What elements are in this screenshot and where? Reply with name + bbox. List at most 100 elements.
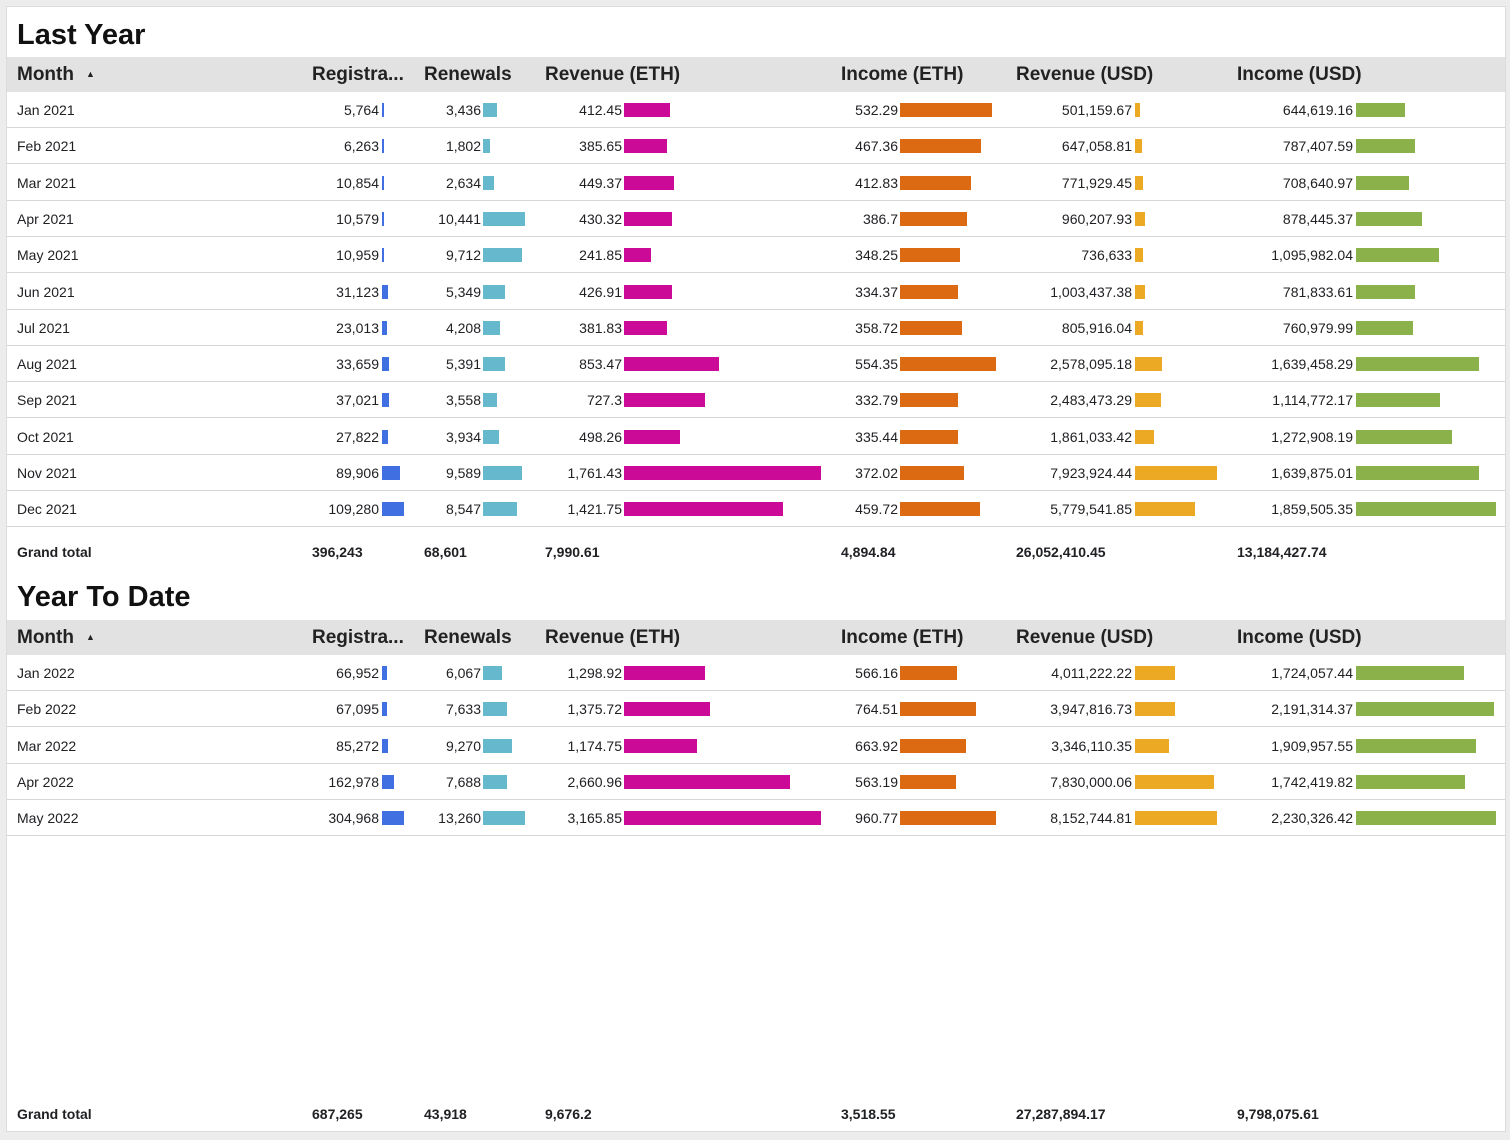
- income-usd-bar: [1356, 248, 1439, 263]
- income-usd-bar: [1356, 738, 1476, 753]
- revenue-usd-bar: [1135, 466, 1217, 480]
- registrations-cell: 304,968: [328, 810, 379, 827]
- column-header-income-eth[interactable]: Income (ETH): [841, 57, 1011, 92]
- income-eth-cell: 960.77: [855, 810, 898, 827]
- registrations-cell: 89,906: [336, 465, 379, 481]
- income-eth-bar: [900, 738, 967, 753]
- column-header-renewals[interactable]: Renewals: [424, 620, 534, 655]
- column-header-label: Renewals: [424, 627, 512, 648]
- revenue-eth-bar: [624, 429, 680, 444]
- column-header-revenue-usd[interactable]: Revenue (USD): [1016, 57, 1226, 92]
- column-header-label: Income (ETH): [841, 64, 964, 85]
- renewals-cell: 5,391: [445, 356, 481, 373]
- revenue-eth-bar: [624, 175, 675, 190]
- renewals-cell: 13,260: [438, 810, 481, 827]
- column-header-month[interactable]: Month ▲: [17, 620, 297, 655]
- renewals-bar: [483, 103, 497, 117]
- renewals-cell: 7,688: [445, 773, 481, 790]
- table-row: Jun 2021 31,123 5,349 426.91 334.37 1,003,437…: [7, 274, 1505, 310]
- income-usd-cell: 2,191,314.37: [1271, 701, 1353, 718]
- income-eth-bar: [900, 357, 996, 372]
- revenue-usd-total: 26,052,410.45: [1016, 544, 1106, 560]
- revenue-eth-cell: 3,165.85: [567, 810, 623, 827]
- income-usd-cell: 787,407.59: [1282, 138, 1353, 155]
- month-cell: May 2021: [17, 247, 79, 264]
- month-cell: Feb 2021: [17, 138, 77, 155]
- registrations-cell: 6,263: [343, 138, 379, 155]
- revenue-usd-cell: 1,003,437.38: [1050, 283, 1132, 300]
- income-eth-cell: 358.72: [855, 319, 898, 336]
- revenue-usd-bar: [1135, 284, 1146, 299]
- column-header-renewals[interactable]: Renewals: [424, 57, 534, 92]
- table-row: Nov 2021 89,906 9,589 1,761.43 372.02 7,923,9…: [7, 455, 1505, 491]
- sort-ascending-icon[interactable]: ▲: [85, 632, 95, 642]
- revenue-eth-bar: [624, 211, 673, 226]
- income-usd-cell: 1,272,908.19: [1271, 428, 1353, 445]
- month-cell: Jul 2021: [17, 319, 70, 336]
- registrations-bar: [382, 139, 384, 154]
- column-header-label: Revenue (ETH): [545, 627, 681, 648]
- income-usd-bar: [1356, 320, 1414, 335]
- revenue-eth-cell: 1,298.92: [567, 665, 623, 681]
- income-eth-cell: 348.25: [855, 247, 898, 264]
- column-header-label: Registra...: [312, 64, 404, 85]
- column-header-revenue-usd[interactable]: Revenue (USD): [1016, 620, 1226, 655]
- column-header-income-eth[interactable]: Income (ETH): [841, 620, 1011, 655]
- revenue-eth-bar: [624, 284, 672, 299]
- revenue-eth-bar: [624, 103, 671, 117]
- revenue-eth-cell: 426.91: [579, 283, 622, 300]
- income-usd-bar: [1356, 393, 1440, 408]
- income-eth-cell: 554.35: [855, 356, 898, 373]
- income-usd-cell: 1,639,875.01: [1271, 465, 1353, 481]
- income-usd-bar: [1356, 666, 1465, 680]
- income-usd-cell: 708,640.97: [1282, 174, 1353, 191]
- month-cell: Apr 2021: [17, 210, 74, 227]
- revenue-usd-cell: 647,058.81: [1061, 138, 1132, 155]
- month-cell: May 2022: [17, 810, 79, 827]
- month-cell: Feb 2022: [17, 701, 77, 718]
- registrations-bar: [382, 211, 385, 226]
- registrations-total: 396,243: [312, 544, 363, 560]
- revenue-eth-cell: 727.3: [586, 392, 622, 409]
- column-header-revenue-eth[interactable]: Revenue (ETH): [545, 620, 825, 655]
- registrations-bar: [382, 175, 385, 190]
- month-cell: Apr 2022: [17, 773, 74, 790]
- revenue-eth-bar: [624, 502, 783, 517]
- revenue-eth-bar: [624, 466, 821, 480]
- income-eth-bar: [900, 393, 958, 408]
- column-header-income-usd[interactable]: Income (USD): [1237, 620, 1497, 655]
- column-header-registrations[interactable]: Registra...: [312, 57, 407, 92]
- revenue-usd-cell: 7,830,000.06: [1050, 773, 1132, 790]
- revenue-eth-bar: [624, 774, 790, 789]
- revenue-usd-cell: 736,633: [1081, 247, 1132, 264]
- revenue-usd-cell: 771,929.45: [1061, 174, 1132, 191]
- revenue-eth-cell: 412.45: [579, 102, 622, 118]
- section-title: Last Year: [17, 19, 146, 51]
- income-eth-cell: 335.44: [855, 428, 898, 445]
- column-header-revenue-eth[interactable]: Revenue (ETH): [545, 57, 825, 92]
- column-header-month[interactable]: Month ▲: [17, 57, 297, 92]
- revenue-usd-bar: [1135, 702, 1175, 717]
- income-usd-cell: 2,230,326.42: [1271, 810, 1353, 827]
- revenue-usd-cell: 3,947,816.73: [1050, 701, 1132, 718]
- registrations-bar: [382, 811, 404, 826]
- month-cell: Aug 2021: [17, 356, 77, 373]
- income-eth-bar: [900, 103, 993, 117]
- registrations-cell: 10,854: [336, 174, 379, 191]
- renewals-bar: [483, 139, 491, 154]
- column-header-registrations[interactable]: Registra...: [312, 620, 407, 655]
- income-usd-bar: [1356, 103, 1405, 117]
- income-usd-cell: 781,833.61: [1282, 283, 1353, 300]
- revenue-eth-total: 9,676.2: [545, 1106, 592, 1122]
- revenue-eth-cell: 1,761.43: [567, 465, 623, 481]
- revenue-eth-bar: [624, 666, 705, 680]
- sort-ascending-icon[interactable]: ▲: [85, 69, 95, 79]
- renewals-total: 68,601: [424, 544, 467, 560]
- income-usd-cell: 1,909,957.55: [1271, 737, 1353, 754]
- registrations-bar: [382, 284, 389, 299]
- column-header-income-usd[interactable]: Income (USD): [1237, 57, 1497, 92]
- renewals-bar: [483, 811, 525, 826]
- renewals-cell: 3,558: [445, 392, 481, 409]
- renewals-bar: [483, 320, 500, 335]
- column-header-label: Revenue (USD): [1016, 627, 1154, 648]
